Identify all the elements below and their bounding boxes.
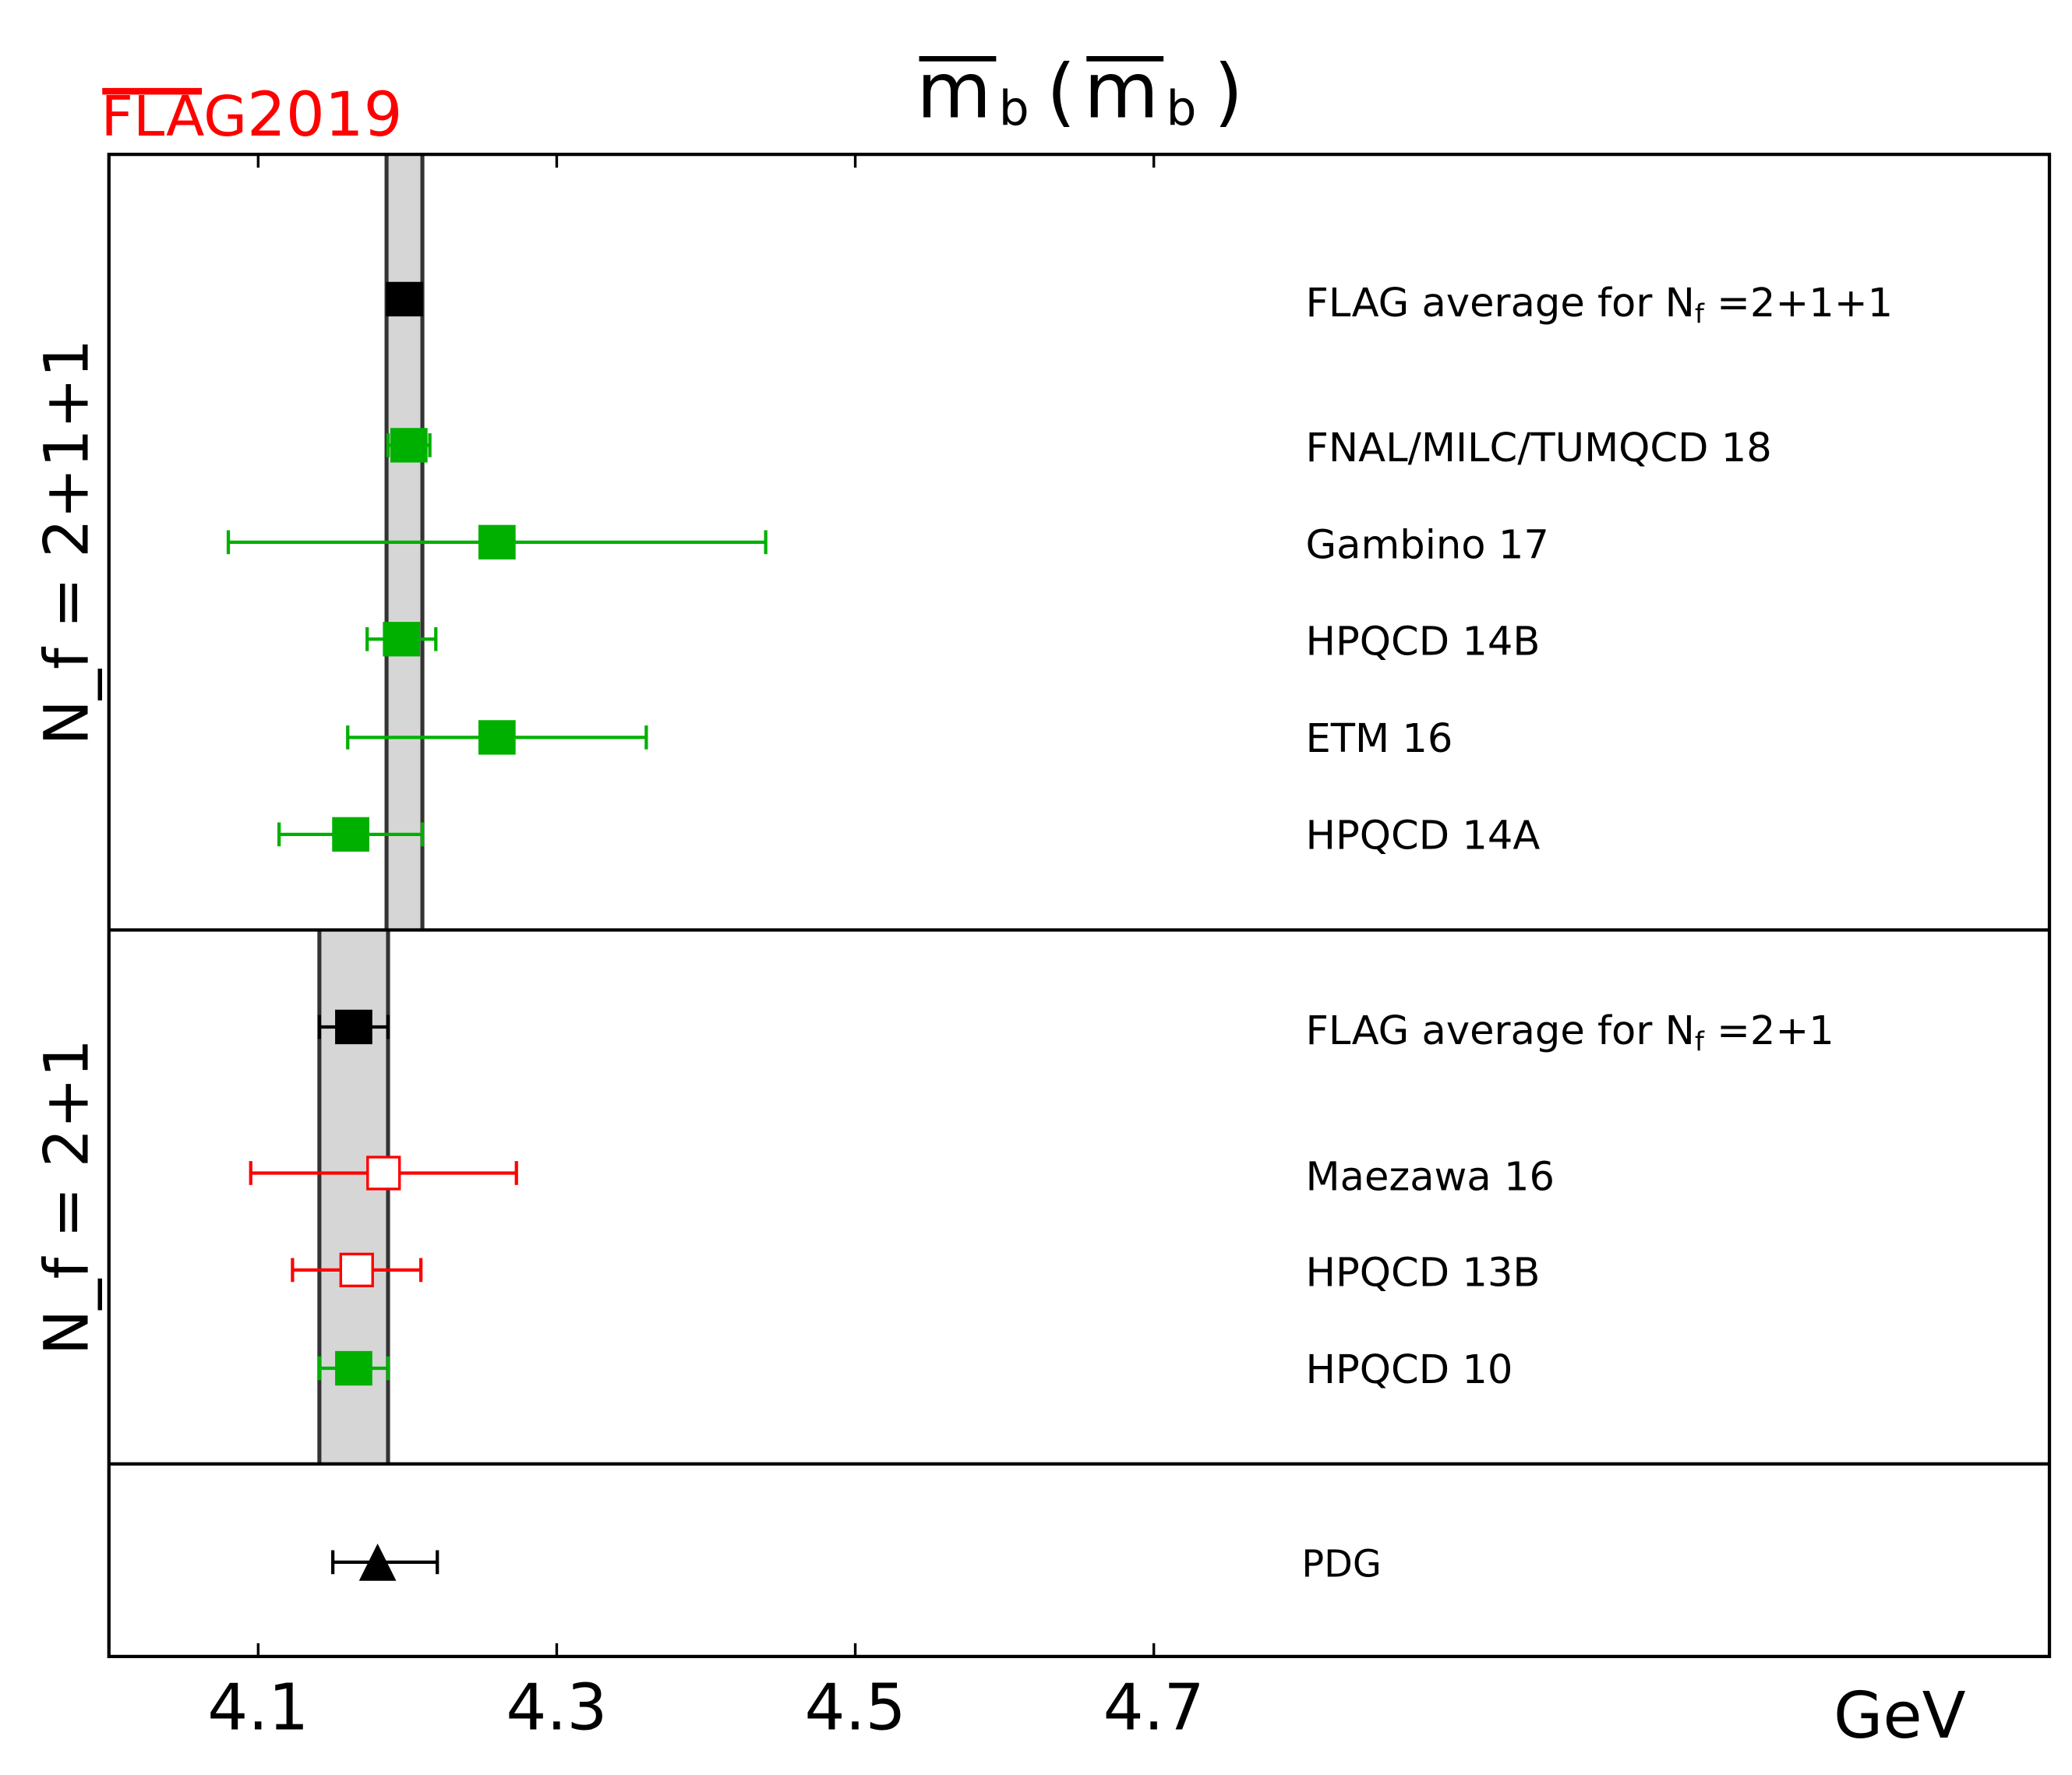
data-point-square	[478, 524, 516, 559]
title-close: )	[1214, 48, 1243, 135]
title-open: (	[1047, 48, 1075, 135]
logo-overline	[102, 87, 203, 95]
data-point-square	[386, 281, 423, 317]
point-label: ETM 16	[1306, 716, 1453, 762]
data-point-triangle	[358, 1544, 397, 1581]
data-point-square	[335, 1350, 372, 1386]
point-label: FLAG average for Nf =2+1+1	[1306, 281, 1894, 330]
logo-flag: FLAG	[101, 84, 247, 149]
plot-frame	[107, 152, 2052, 1659]
data-point-square	[335, 1009, 372, 1045]
x-tick-label: 4.7	[1103, 1671, 1205, 1745]
point-label: FNAL/MILC/TUMQCD 18	[1306, 425, 1772, 471]
title-sub2: b	[1167, 82, 1197, 137]
flag-logo: FLAG 2019	[101, 79, 403, 150]
point-label: HPQCD 10	[1306, 1347, 1513, 1393]
group-label: N_f = 2+1+1	[31, 339, 102, 746]
point-label: PDG	[1301, 1544, 1382, 1586]
data-point-square	[332, 817, 369, 852]
data-point-open-square	[366, 1156, 401, 1191]
point-label: HPQCD 14B	[1306, 619, 1541, 665]
point-label: Gambino 17	[1306, 522, 1549, 568]
group-label: N_f = 2+1	[31, 1039, 102, 1355]
x-tick-label: 4.3	[506, 1671, 607, 1745]
x-axis-label: GeV	[1834, 1679, 1966, 1753]
point-label: HPQCD 13B	[1306, 1250, 1541, 1296]
title-m1: m	[916, 46, 991, 136]
x-tick-label: 4.5	[805, 1671, 906, 1745]
point-label: FLAG average for Nf =2+1	[1306, 1008, 1834, 1058]
point-label: Maezawa 16	[1306, 1155, 1555, 1201]
data-point-open-square	[339, 1252, 374, 1288]
x-tick-label: 4.1	[207, 1671, 309, 1745]
title-sub1: b	[999, 82, 1029, 137]
data-point-square	[478, 720, 516, 755]
point-label: HPQCD 14A	[1306, 813, 1541, 859]
title-m2: m	[1084, 46, 1159, 136]
logo-year: 2019	[247, 79, 403, 150]
data-point-square	[390, 428, 428, 463]
chart-title: m b ( m b )	[916, 46, 1243, 136]
data-point-square	[383, 622, 421, 657]
